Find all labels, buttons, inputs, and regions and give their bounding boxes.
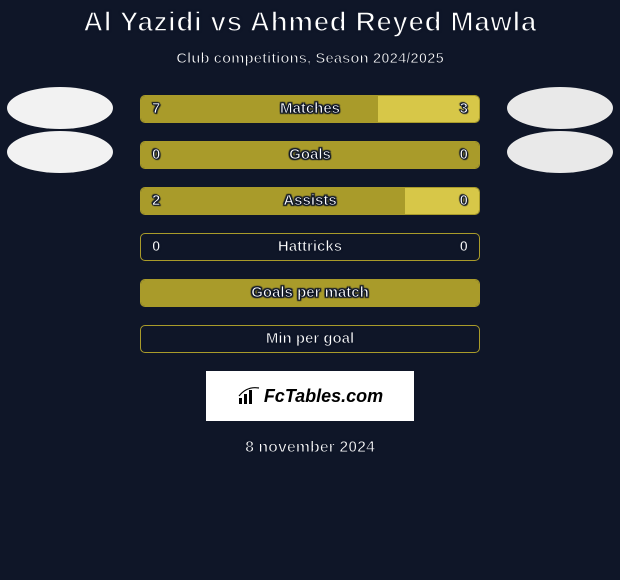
subtitle: Club competitions, Season 2024/2025 bbox=[0, 50, 620, 67]
bar-right bbox=[378, 96, 479, 122]
bar-left bbox=[141, 280, 479, 306]
avatar-left bbox=[7, 87, 113, 129]
page-title: Al Yazidi vs Ahmed Reyed Mawla bbox=[0, 0, 620, 38]
chart-icon bbox=[237, 386, 261, 406]
chart-area: Matches73 Goals00 Assists20 Hattricks00 Goal… bbox=[0, 95, 620, 353]
bar-track bbox=[140, 95, 480, 123]
bar-track bbox=[140, 187, 480, 215]
footer-logo-label: FcTables.com bbox=[264, 386, 383, 407]
bar-track bbox=[140, 325, 480, 353]
footer-date: 8 november 2024 bbox=[0, 439, 620, 457]
stat-row: Min per goal bbox=[0, 325, 620, 353]
bar-track bbox=[140, 141, 480, 169]
stat-row: Assists20 bbox=[0, 187, 620, 215]
bar-track bbox=[140, 279, 480, 307]
bar-left bbox=[141, 188, 405, 214]
bar-left bbox=[141, 142, 479, 168]
stat-row: Goals per match bbox=[0, 279, 620, 307]
avatar-right bbox=[507, 131, 613, 173]
stat-row: Hattricks00 bbox=[0, 233, 620, 261]
stat-row: Matches73 bbox=[0, 95, 620, 123]
stat-row: Goals00 bbox=[0, 141, 620, 169]
footer-logo: FcTables.com bbox=[206, 371, 414, 421]
avatar-left bbox=[7, 131, 113, 173]
infographic-container: Al Yazidi vs Ahmed Reyed Mawla Club comp… bbox=[0, 0, 620, 580]
footer-logo-text: FcTables.com bbox=[237, 386, 383, 407]
bar-left bbox=[141, 96, 378, 122]
bar-right bbox=[405, 188, 479, 214]
bar-track bbox=[140, 233, 480, 261]
avatar-right bbox=[507, 87, 613, 129]
